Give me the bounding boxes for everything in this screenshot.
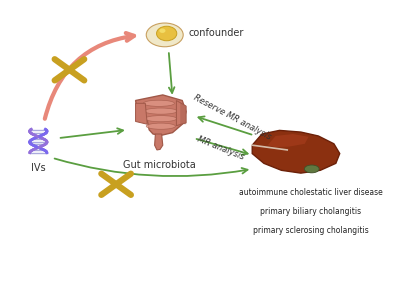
FancyArrowPatch shape <box>55 158 248 176</box>
Ellipse shape <box>304 165 319 173</box>
Polygon shape <box>176 100 186 126</box>
FancyArrowPatch shape <box>196 139 248 155</box>
Polygon shape <box>136 95 186 135</box>
Polygon shape <box>252 130 340 173</box>
FancyArrowPatch shape <box>45 33 134 119</box>
Text: primary sclerosing cholangitis: primary sclerosing cholangitis <box>253 226 368 235</box>
Text: Reserve MR analysis: Reserve MR analysis <box>192 93 273 142</box>
FancyArrowPatch shape <box>60 128 123 138</box>
Polygon shape <box>180 102 186 124</box>
FancyArrowPatch shape <box>198 116 252 135</box>
Polygon shape <box>155 134 163 150</box>
Text: MR analysis: MR analysis <box>196 135 246 162</box>
Ellipse shape <box>145 116 177 122</box>
Text: Gut microbiota: Gut microbiota <box>122 160 195 170</box>
Text: autoimmune cholestatic liver disease: autoimmune cholestatic liver disease <box>239 188 382 197</box>
Text: IVs: IVs <box>31 162 46 173</box>
Circle shape <box>159 28 166 33</box>
Text: confounder: confounder <box>189 28 244 39</box>
Ellipse shape <box>144 108 177 114</box>
Text: primary biliary cholangitis: primary biliary cholangitis <box>260 207 361 216</box>
Ellipse shape <box>146 23 183 47</box>
Ellipse shape <box>143 100 174 106</box>
Polygon shape <box>136 103 147 124</box>
FancyArrowPatch shape <box>169 53 174 93</box>
Polygon shape <box>268 134 309 147</box>
Ellipse shape <box>146 123 176 129</box>
Circle shape <box>156 26 177 41</box>
